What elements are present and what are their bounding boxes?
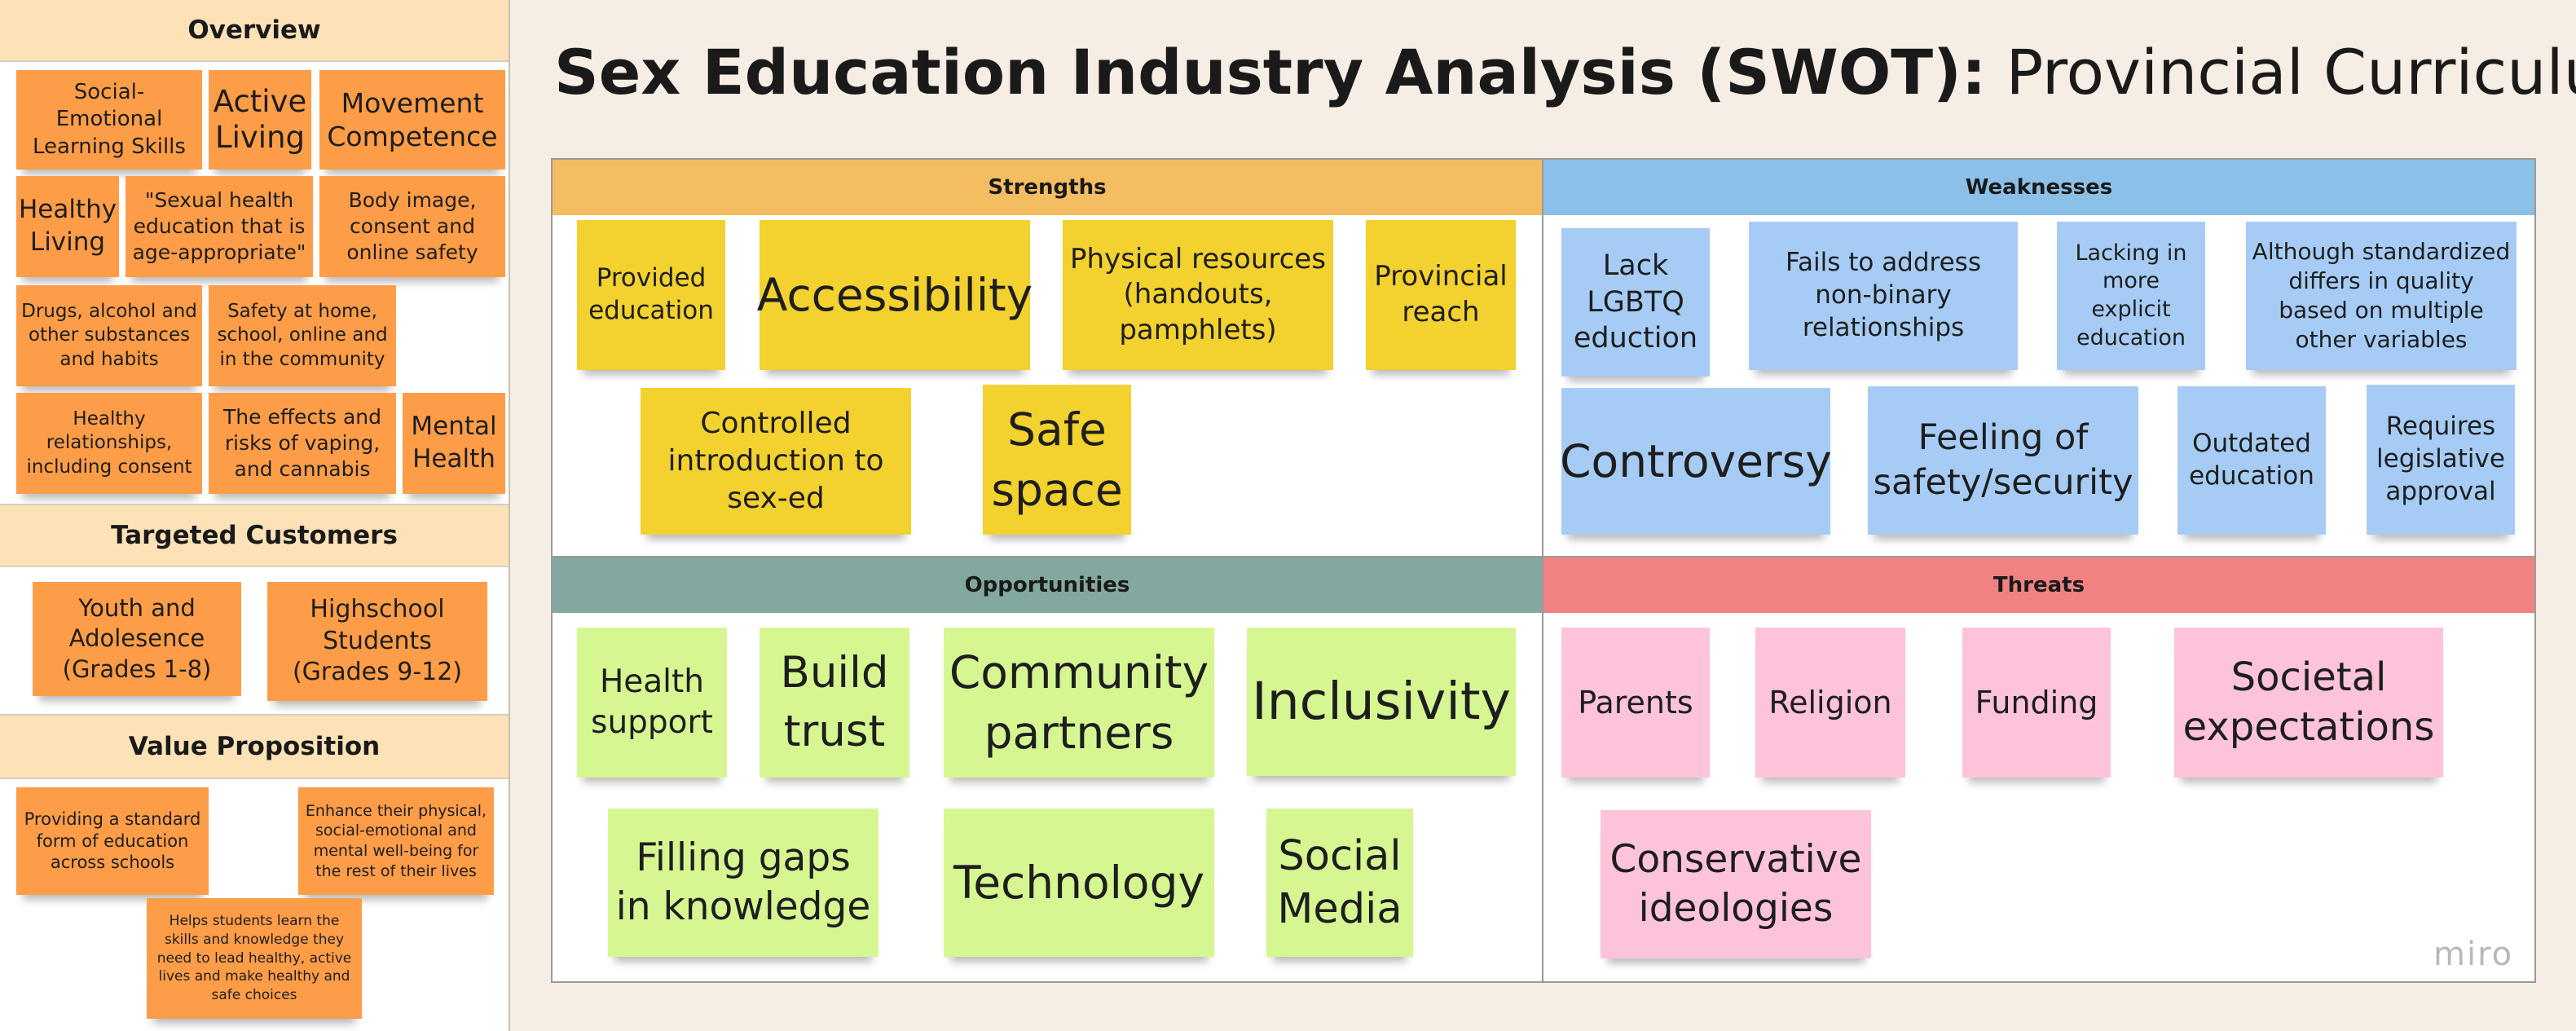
weakness-note[interactable]: Although standardized differs in quality… (2246, 222, 2517, 370)
value-note[interactable]: Helps students learn the skills and know… (147, 898, 362, 1019)
opportunity-note[interactable]: Social Media (1266, 808, 1413, 957)
threat-note[interactable]: Societal expectations (2174, 628, 2443, 778)
overview-note[interactable]: Mental Health (403, 393, 505, 494)
page-title-bold: Sex Education Industry Analysis (SWOT): (554, 36, 1987, 108)
weakness-note[interactable]: Feeling of safety/security (1868, 386, 2138, 535)
customer-note[interactable]: Highschool Students (Grades 9-12) (267, 582, 487, 701)
weakness-note[interactable]: Lacking in more explicit education (2057, 222, 2205, 370)
overview-note[interactable]: Drugs, alcohol and other substances and … (16, 285, 202, 386)
threat-note[interactable]: Religion (1755, 628, 1905, 778)
overview-note[interactable]: Social-Emotional Learning Skills (16, 70, 202, 170)
strength-note[interactable]: Physical resources (handouts, pamphlets) (1063, 220, 1333, 370)
weakness-note[interactable]: Fails to address non-binary relationship… (1749, 222, 2018, 370)
weakness-note[interactable]: Lack LGBTQ eduction (1561, 228, 1710, 377)
value-note[interactable]: Enhance their physical, social-emotional… (298, 787, 494, 895)
strength-note[interactable]: Accessibility (757, 220, 1033, 370)
overview-note[interactable]: The effects and risks of vaping, and can… (209, 393, 396, 494)
opportunity-note[interactable]: Filling gaps in knowledge (608, 808, 878, 957)
quadrant-divider-vertical (1542, 160, 1543, 981)
opportunities-header: Opportunities (553, 557, 1542, 613)
overview-note[interactable]: Safety at home, school, online and in th… (209, 285, 396, 386)
strength-note[interactable]: Safe space (983, 385, 1131, 535)
weakness-note[interactable]: Outdated education (2177, 386, 2326, 535)
overview-note[interactable]: Body image, consent and online safety (319, 176, 505, 277)
overview-header: Overview (0, 0, 509, 62)
value-note[interactable]: Providing a standard form of education a… (16, 787, 209, 895)
left-panel: Overview Social-Emotional Learning Skill… (0, 0, 510, 1031)
customer-note[interactable]: Youth and Adolesence (Grades 1-8) (33, 582, 241, 696)
page-title-regular: Provincial Curriculum (2006, 36, 2576, 108)
weakness-note[interactable]: Controversy (1560, 388, 1832, 535)
weaknesses-header: Weaknesses (1543, 160, 2534, 215)
opportunity-note[interactable]: Health support (577, 628, 727, 778)
overview-note[interactable]: Healthy Living (16, 176, 119, 277)
miro-watermark: miro (2433, 936, 2514, 973)
opportunity-note[interactable]: Technology (944, 808, 1214, 957)
threat-note[interactable]: Funding (1962, 628, 2111, 778)
opportunity-note[interactable]: Community partners (944, 628, 1214, 778)
swot-grid: Strengths Weaknesses Opportunities Threa… (551, 158, 2536, 983)
quadrant-divider-horizontal (553, 556, 2534, 557)
weakness-note[interactable]: Requires legislative approval (2367, 385, 2515, 535)
targeted-customers-header: Targeted Customers (0, 504, 509, 567)
overview-note[interactable]: Healthy relationships, including consent (16, 393, 202, 494)
strength-note[interactable]: Provided education (577, 220, 725, 370)
threat-note[interactable]: Conservative ideologies (1601, 810, 1871, 958)
overview-note[interactable]: "Sexual health education that is age-app… (125, 176, 313, 277)
value-proposition-header: Value Proposition (0, 714, 509, 779)
threats-header: Threats (1543, 557, 2534, 613)
threat-note[interactable]: Parents (1561, 628, 1710, 778)
opportunity-note[interactable]: Inclusivity (1247, 628, 1516, 776)
opportunity-note[interactable]: Build trust (760, 628, 909, 778)
strengths-header: Strengths (553, 160, 1542, 215)
strength-note[interactable]: Controlled introduction to sex-ed (641, 388, 911, 535)
overview-note[interactable]: Movement Competence (319, 70, 505, 170)
page-title: Sex Education Industry Analysis (SWOT): … (554, 36, 2576, 108)
strength-note[interactable]: Provincial reach (1366, 220, 1516, 370)
overview-note[interactable]: Active Living (209, 70, 311, 170)
